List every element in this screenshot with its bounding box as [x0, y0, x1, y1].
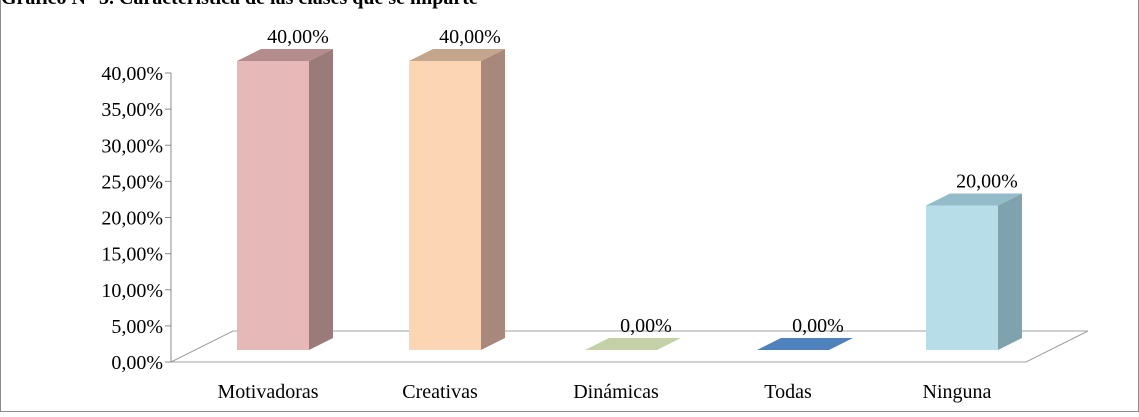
bar	[237, 61, 309, 350]
bar-top	[409, 49, 505, 61]
data-label: 20,00%	[956, 171, 1018, 193]
y-tick-label: 0,00%	[111, 352, 163, 374]
y-tick-label: 20,00%	[101, 208, 163, 230]
x-tick-label: Creativas	[402, 381, 478, 403]
bar	[585, 338, 681, 350]
chart-title: Gráfico N° 3. Característica de las clas…	[1, 0, 478, 8]
data-label: 40,00%	[267, 26, 329, 48]
x-tick-label: Todas	[764, 381, 812, 403]
bar-top	[926, 193, 1022, 206]
y-tick-label: 30,00%	[101, 135, 163, 157]
x-tick-label: Ninguna	[923, 381, 992, 403]
chart-floor	[170, 330, 1089, 363]
bar	[926, 205, 998, 350]
y-tick-label: 10,00%	[101, 280, 163, 302]
x-tick-label: Dinámicas	[573, 381, 659, 403]
x-tick-label: Motivadoras	[217, 381, 318, 403]
bar-side	[481, 49, 505, 350]
bar	[757, 338, 853, 350]
data-label: 40,00%	[439, 26, 501, 48]
bar	[409, 61, 481, 350]
bar-top	[237, 49, 333, 61]
y-tick-label: 5,00%	[111, 316, 163, 338]
data-label: 0,00%	[792, 315, 844, 337]
data-label: 0,00%	[620, 315, 672, 337]
y-tick-label: 15,00%	[101, 244, 163, 266]
y-tick-label: 35,00%	[101, 99, 163, 121]
y-tick-label: 40,00%	[101, 63, 163, 85]
y-tick-label: 25,00%	[101, 171, 163, 193]
bar-side	[998, 193, 1022, 350]
bar-side	[309, 49, 333, 350]
